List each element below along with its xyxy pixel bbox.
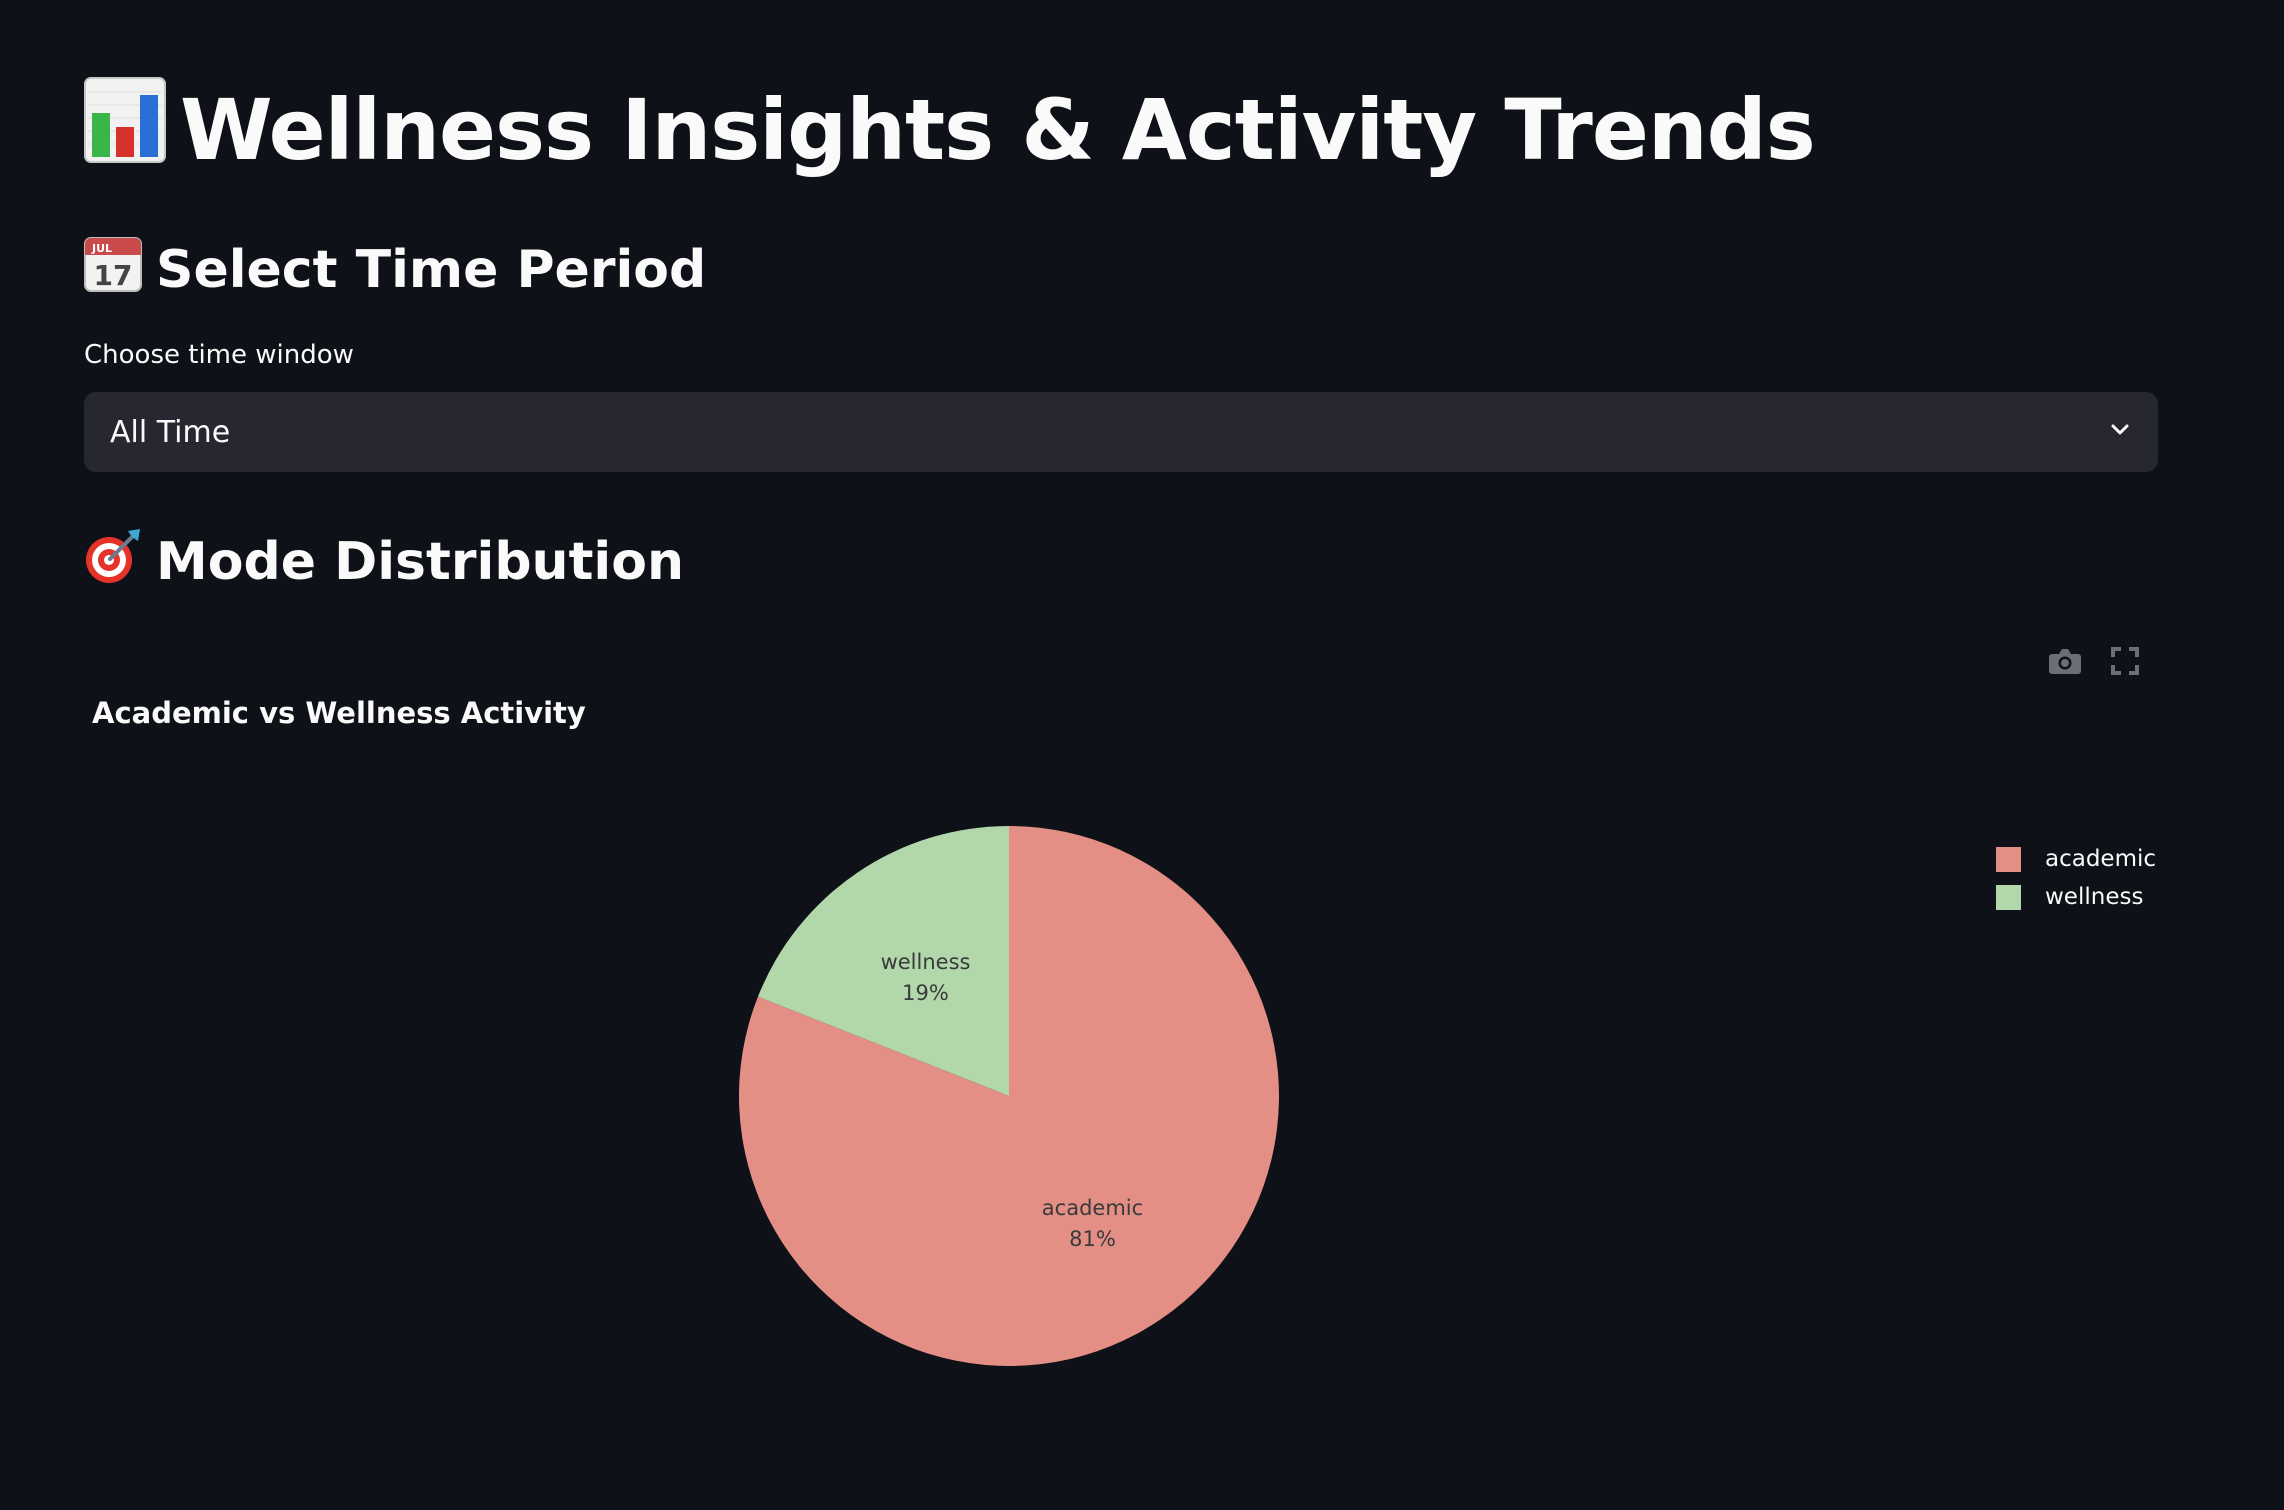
chart-title: Academic vs Wellness Activity <box>92 696 586 730</box>
time-window-selected-value: All Time <box>110 414 231 450</box>
legend-swatch-wellness <box>1996 884 2021 910</box>
legend-swatch-academic <box>1996 846 2021 872</box>
time-window-select[interactable]: All Time <box>84 392 2158 472</box>
chart-toolbar <box>2046 644 2144 678</box>
page-title: Wellness Insights & Activity Trends <box>84 70 1816 190</box>
svg-text:17: 17 <box>94 259 133 292</box>
legend-label-wellness: wellness <box>2045 884 2144 910</box>
time-window-label: Choose time window <box>84 340 354 370</box>
chart-legend: academic wellness <box>1996 840 2156 916</box>
pie-slice-percent-wellness: 19% <box>902 981 949 1005</box>
calendar-icon: JUL 17 <box>84 235 142 306</box>
time-period-heading-text: Select Time Period <box>156 240 707 300</box>
pie-slice-percent-academic: 81% <box>1069 1227 1116 1251</box>
legend-item-wellness[interactable]: wellness <box>1996 878 2156 916</box>
chevron-down-icon <box>2108 418 2132 446</box>
pie-slice-wellness[interactable] <box>757 826 1009 1096</box>
svg-text:JUL: JUL <box>91 242 112 255</box>
mode-distribution-heading-text: Mode Distribution <box>156 532 684 592</box>
mode-distribution-heading: Mode Distribution <box>84 524 684 600</box>
legend-item-academic[interactable]: academic <box>1996 840 2156 878</box>
target-icon <box>84 527 142 598</box>
bar-chart-icon <box>84 77 166 183</box>
time-period-heading: JUL 17 Select Time Period <box>84 232 706 308</box>
pie-slice-label-wellness: wellness <box>881 950 971 974</box>
fullscreen-icon[interactable] <box>2106 644 2144 678</box>
camera-icon[interactable] <box>2046 644 2084 678</box>
legend-label-academic: academic <box>2045 846 2157 872</box>
pie-slice-label-academic: academic <box>1042 1196 1143 1220</box>
page-title-text: Wellness Insights & Activity Trends <box>180 81 1816 179</box>
